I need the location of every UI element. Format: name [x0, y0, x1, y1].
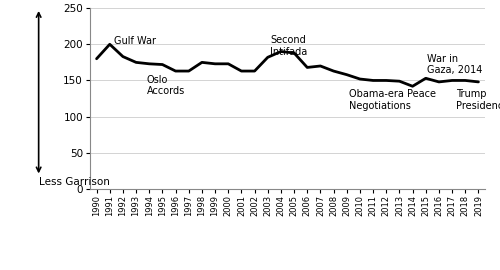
Text: Gulf War: Gulf War — [114, 36, 156, 46]
Text: War in
Gaza, 2014: War in Gaza, 2014 — [427, 54, 482, 75]
Text: Less Garrison: Less Garrison — [38, 177, 110, 187]
Text: Second
Intifada: Second Intifada — [270, 35, 308, 56]
Text: Obama-era Peace
Negotiations: Obama-era Peace Negotiations — [350, 89, 436, 111]
Text: Trump
Presidency: Trump Presidency — [456, 89, 500, 111]
Text: Oslo
Accords: Oslo Accords — [146, 75, 185, 96]
